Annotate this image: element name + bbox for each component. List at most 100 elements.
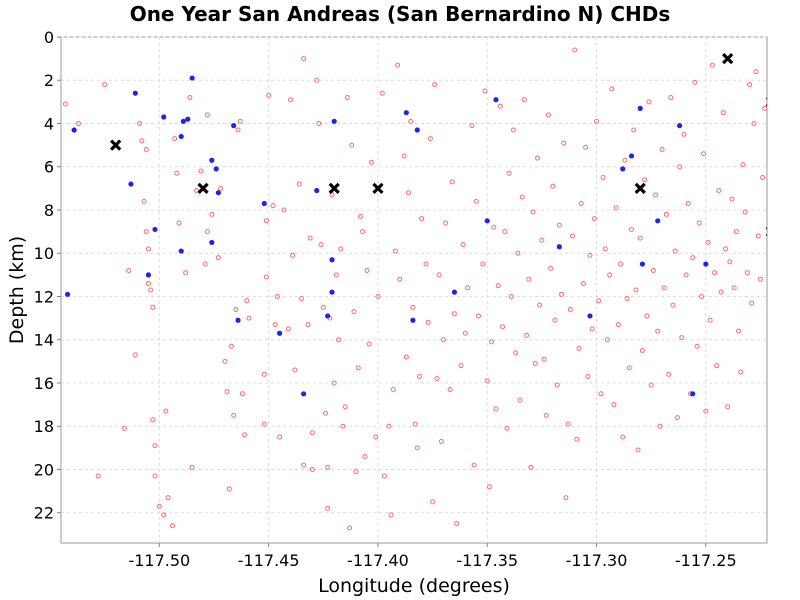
chd-highlight-point: [64, 291, 71, 297]
chd-event-point: [292, 367, 298, 373]
chd-event-point: [674, 415, 680, 421]
x-marker-point: [110, 139, 122, 151]
chd-event-point: [716, 188, 722, 194]
chd-event-point: [670, 302, 676, 308]
chd-event-point: [519, 194, 525, 200]
chd-highlight-point: [261, 200, 267, 207]
chd-event-point: [228, 343, 234, 349]
chd-event-point: [237, 118, 243, 124]
chd-event-point: [434, 376, 440, 382]
chd-event-point: [589, 326, 595, 332]
chd-event-point: [552, 317, 558, 323]
y-tick-label: 18: [34, 417, 54, 436]
chd-event-point: [598, 391, 604, 397]
chd-highlight-point: [403, 110, 409, 116]
chd-event-point: [266, 92, 272, 98]
chd-event-point: [436, 272, 442, 278]
chd-highlight-point: [620, 166, 626, 172]
chd-event-point: [615, 322, 621, 328]
chd-event-point: [246, 315, 252, 321]
chd-highlight-point: [185, 116, 191, 122]
chd-event-point: [508, 293, 514, 299]
chd-event-point: [635, 447, 641, 453]
x-tick-label: -117.50: [128, 551, 190, 570]
chd-event-point: [473, 198, 479, 204]
chd-highlight-point: [215, 190, 221, 196]
chd-event-point: [703, 408, 709, 414]
chd-event-point: [137, 120, 143, 126]
chd-event-point: [639, 348, 645, 354]
chd-event-point: [709, 62, 715, 68]
chd-event-point: [274, 293, 280, 299]
chd-highlight-point: [484, 218, 490, 224]
chd-highlight-point: [128, 181, 134, 187]
chd-event-point: [707, 317, 713, 323]
chd-event-point: [718, 289, 724, 295]
chd-event-point: [489, 339, 495, 345]
chd-event-point: [497, 103, 503, 109]
chd-event-point: [694, 343, 700, 349]
chd-event-point: [349, 142, 355, 148]
chd-event-point: [368, 159, 374, 165]
chd-event-point: [176, 220, 182, 226]
chd-event-point: [760, 175, 766, 181]
chd-event-point: [504, 425, 510, 431]
chd-event-point: [416, 373, 422, 379]
chd-event-point: [150, 304, 156, 310]
chd-event-point: [742, 209, 748, 215]
chd-event-point: [626, 365, 632, 371]
chd-event-point: [161, 512, 167, 518]
chd-event-point: [618, 261, 624, 267]
x-axis: -117.50 -117.45 -117.40 -117.35 -117.30 -117.…: [128, 543, 737, 570]
chd-event-point: [753, 69, 759, 75]
chd-highlight-point: [639, 261, 646, 267]
chd-highlight-point: [235, 317, 241, 323]
chd-event-point: [500, 324, 506, 330]
plot-area: [60, 36, 768, 544]
chd-event-point: [628, 226, 634, 232]
chd-event-point: [187, 95, 193, 101]
chd-event-point: [139, 138, 145, 144]
chd-highlight-point: [414, 127, 420, 133]
chd-event-point: [532, 361, 538, 367]
chd-event-point: [333, 272, 339, 278]
chd-event-point: [578, 201, 584, 207]
chd-event-point: [484, 378, 490, 384]
chd-event-point: [491, 224, 497, 230]
chd-event-point: [307, 235, 313, 241]
chd-event-point: [174, 170, 180, 176]
chd-event-point: [624, 296, 630, 302]
chd-event-point: [301, 462, 307, 468]
chd-highlight-point: [637, 105, 643, 111]
chd-highlight-point: [301, 391, 307, 397]
chd-highlight-point: [587, 313, 593, 319]
chd-event-point: [360, 229, 366, 235]
x-marker-point: [722, 52, 734, 65]
chd-event-point: [655, 328, 661, 334]
y-tick-label: 4: [44, 114, 54, 133]
chd-event-point: [403, 354, 409, 360]
chd-event-point: [95, 473, 101, 479]
chd-highlight-point: [331, 118, 337, 124]
x-tick-label: -117.25: [675, 551, 737, 570]
chd-event-point: [152, 443, 158, 449]
chd-event-point: [530, 209, 536, 215]
chd-highlight-point: [276, 330, 283, 336]
chd-event-point: [432, 82, 438, 88]
chd-event-point: [493, 406, 499, 412]
chd-event-point: [261, 421, 267, 427]
x-axis-label: Longitude (degrees): [318, 575, 510, 597]
chd-event-point: [169, 523, 175, 529]
chd-event-point: [145, 246, 151, 252]
chd-event-point: [244, 298, 250, 304]
chd-highlight-point: [145, 272, 152, 278]
chd-highlight-point: [690, 391, 696, 397]
chd-highlight-point: [556, 244, 562, 250]
chd-event-point: [336, 337, 342, 343]
chd-event-point: [423, 261, 429, 267]
chd-event-point: [338, 246, 344, 252]
chd-highlight-point: [71, 127, 77, 133]
chd-event-point: [729, 196, 735, 202]
chd-event-point: [475, 313, 481, 319]
chd-highlight-point: [132, 90, 138, 96]
